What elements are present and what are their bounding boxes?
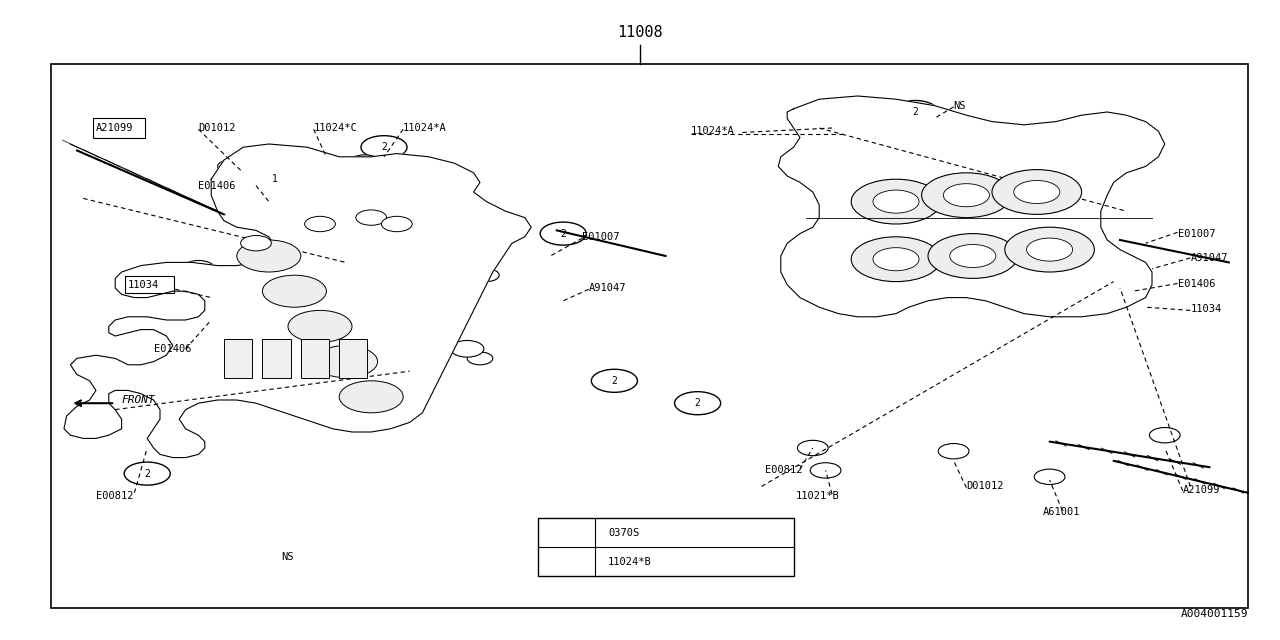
- Text: NS: NS: [282, 552, 294, 562]
- Text: 11021*B: 11021*B: [796, 491, 840, 501]
- Circle shape: [1034, 469, 1065, 484]
- Polygon shape: [778, 96, 1165, 317]
- Text: 1: 1: [563, 528, 568, 538]
- Text: E01406: E01406: [1178, 278, 1215, 289]
- Circle shape: [271, 155, 305, 172]
- Text: E01406: E01406: [198, 180, 236, 191]
- Circle shape: [474, 269, 499, 282]
- Text: 2: 2: [913, 107, 918, 117]
- Circle shape: [906, 104, 937, 120]
- Text: 1: 1: [273, 174, 278, 184]
- Circle shape: [892, 100, 938, 124]
- Circle shape: [938, 444, 969, 459]
- Text: E00812: E00812: [96, 491, 133, 501]
- Circle shape: [928, 234, 1018, 278]
- Circle shape: [381, 216, 412, 232]
- Circle shape: [348, 155, 381, 172]
- Circle shape: [233, 187, 266, 204]
- Circle shape: [361, 136, 407, 159]
- Circle shape: [124, 462, 170, 485]
- Circle shape: [314, 346, 378, 378]
- Circle shape: [182, 260, 215, 277]
- Text: 11024*A: 11024*A: [403, 123, 447, 133]
- Circle shape: [851, 179, 941, 224]
- Circle shape: [591, 369, 637, 392]
- Circle shape: [305, 216, 335, 232]
- Circle shape: [545, 522, 586, 543]
- Circle shape: [352, 160, 378, 173]
- Circle shape: [1027, 238, 1073, 261]
- Circle shape: [218, 160, 243, 173]
- Circle shape: [797, 440, 828, 456]
- Circle shape: [851, 237, 941, 282]
- Text: 11024*B: 11024*B: [608, 557, 652, 566]
- Text: A21099: A21099: [1183, 484, 1220, 495]
- Polygon shape: [64, 144, 531, 458]
- Circle shape: [675, 392, 721, 415]
- Text: 2: 2: [563, 557, 568, 566]
- Circle shape: [950, 244, 996, 268]
- Bar: [262, 339, 291, 378]
- Bar: [93, 118, 145, 138]
- Text: D01012: D01012: [198, 123, 236, 133]
- Circle shape: [241, 236, 271, 251]
- Text: FRONT: FRONT: [122, 395, 155, 405]
- Circle shape: [252, 168, 298, 191]
- Circle shape: [410, 160, 435, 173]
- Text: E01406: E01406: [154, 344, 191, 354]
- Circle shape: [186, 352, 211, 365]
- Text: A91047: A91047: [1190, 253, 1228, 263]
- Text: E01007: E01007: [582, 232, 620, 242]
- Circle shape: [873, 248, 919, 271]
- Circle shape: [842, 111, 873, 126]
- Text: E00812: E00812: [765, 465, 803, 476]
- Circle shape: [540, 222, 586, 245]
- Bar: [301, 339, 329, 378]
- Circle shape: [282, 160, 307, 173]
- Text: 11024*A: 11024*A: [691, 126, 735, 136]
- Text: 2: 2: [381, 142, 387, 152]
- Circle shape: [356, 210, 387, 225]
- Circle shape: [922, 173, 1011, 218]
- Circle shape: [182, 340, 215, 357]
- Circle shape: [1149, 428, 1180, 443]
- Text: D01012: D01012: [966, 481, 1004, 492]
- Text: A91047: A91047: [589, 283, 626, 293]
- Circle shape: [1005, 227, 1094, 272]
- Text: 11008: 11008: [617, 24, 663, 40]
- Circle shape: [810, 463, 841, 478]
- Circle shape: [288, 310, 352, 342]
- Bar: [339, 339, 367, 378]
- Text: 2: 2: [561, 228, 566, 239]
- Text: A004001159: A004001159: [1180, 609, 1248, 620]
- Text: 2: 2: [695, 398, 700, 408]
- Circle shape: [444, 260, 477, 277]
- Text: 2: 2: [612, 376, 617, 386]
- Text: 2: 2: [145, 468, 150, 479]
- Bar: [538, 518, 794, 576]
- Text: 11034: 11034: [128, 280, 159, 290]
- Text: 0370S: 0370S: [608, 528, 639, 538]
- Text: 11024*C: 11024*C: [314, 123, 357, 133]
- Text: E01007: E01007: [1178, 228, 1215, 239]
- Circle shape: [262, 275, 326, 307]
- Bar: [51, 64, 1248, 608]
- Bar: [224, 339, 252, 378]
- Circle shape: [545, 552, 586, 572]
- Text: A21099: A21099: [96, 123, 133, 133]
- Circle shape: [873, 190, 919, 213]
- Circle shape: [1014, 180, 1060, 204]
- Circle shape: [451, 340, 484, 357]
- Text: 11034: 11034: [1190, 304, 1221, 314]
- Circle shape: [943, 184, 989, 207]
- Circle shape: [179, 269, 205, 282]
- Text: A61001: A61001: [1043, 507, 1080, 517]
- Text: NS: NS: [954, 100, 966, 111]
- Circle shape: [339, 381, 403, 413]
- Circle shape: [467, 352, 493, 365]
- Bar: [125, 276, 174, 293]
- Circle shape: [992, 170, 1082, 214]
- Circle shape: [804, 124, 835, 139]
- Circle shape: [237, 240, 301, 272]
